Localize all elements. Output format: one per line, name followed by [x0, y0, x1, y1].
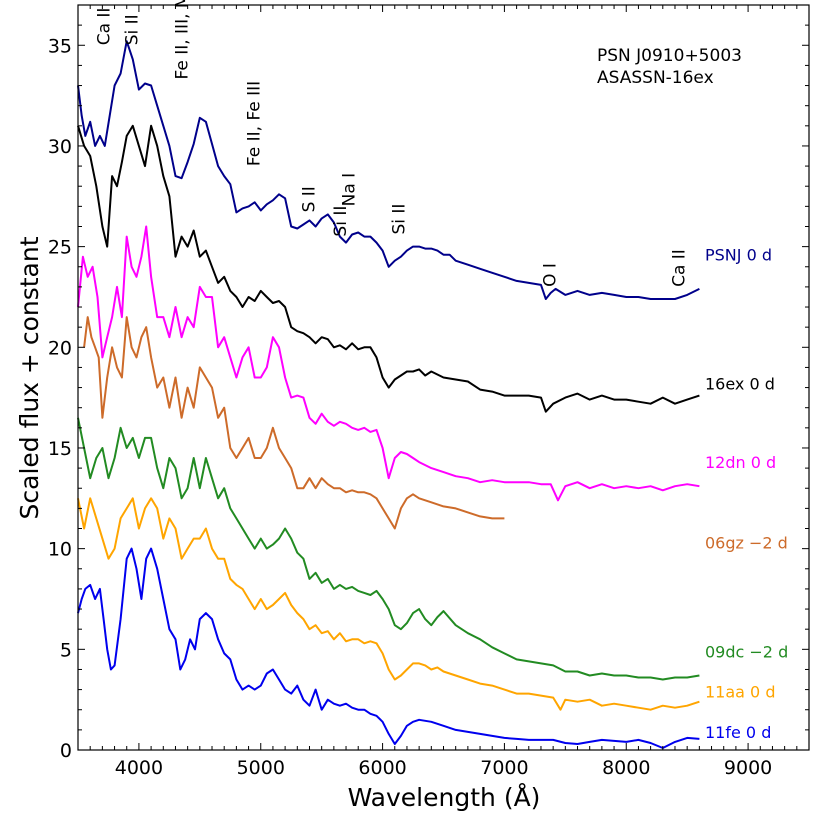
y-tick-label: 5 — [60, 639, 72, 661]
line-id-label: Fe II, Fe III — [245, 81, 265, 166]
text-layer: 4000 5000 6000 7000 8000 9000 0 5 10 15 20 25 30 35 Ca… — [48, 0, 788, 779]
series-label: 06gz −2 d — [705, 534, 788, 553]
y-tick-label: 25 — [48, 237, 72, 259]
series-line-11aa-0-d — [77, 497, 700, 711]
line-id-label: Si II — [123, 14, 143, 45]
y-tick-label: 15 — [48, 438, 72, 460]
y-tick-label: 10 — [48, 539, 72, 561]
info-box: PSN J0910+5003 ASASSN-16ex — [597, 46, 742, 88]
series-line-16ex-0-d — [77, 124, 700, 413]
info-line-alias: ASASSN-16ex — [597, 68, 714, 88]
tick-layer — [77, 4, 810, 751]
y-tick-label: 0 — [60, 740, 72, 762]
x-tick-label: 7000 — [480, 757, 528, 779]
x-tick-label: 4000 — [115, 757, 163, 779]
x-tick-label: 6000 — [358, 757, 406, 779]
y-axis-title: Scaled flux + constant — [15, 236, 44, 519]
line-id-label: O I — [541, 263, 561, 287]
series-line-09dc-2-d — [77, 417, 700, 681]
x-tick-label: 8000 — [602, 757, 650, 779]
line-id-label: Si II — [390, 204, 410, 235]
y-tick-label: 30 — [48, 136, 72, 158]
series-line-11fe-0-d — [77, 547, 700, 749]
series-label: 16ex 0 d — [705, 375, 775, 394]
y-tick-label: 35 — [48, 35, 72, 57]
x-axis-title: Wavelength (Å) — [348, 783, 541, 812]
line-id-label: Si II — [331, 206, 351, 237]
series-line-06gz-2-d — [83, 316, 505, 530]
series-label: 09dc −2 d — [705, 642, 788, 661]
info-line-object: PSN J0910+5003 — [597, 46, 742, 66]
line-id-label: S II — [299, 186, 319, 212]
x-tick-label: 5000 — [237, 757, 285, 779]
line-id-label: Na I — [340, 173, 360, 207]
line-id-label: Ca II — [670, 249, 690, 287]
x-tick-label: 9000 — [724, 757, 772, 779]
series-label: 12dn 0 d — [705, 453, 776, 472]
series-label: 11aa 0 d — [705, 683, 775, 702]
y-tick-label: 20 — [48, 337, 72, 359]
series-layer — [77, 40, 700, 749]
series-label: 11fe 0 d — [705, 723, 771, 742]
series-label: PSNJ 0 d — [705, 246, 772, 265]
series-line-psnj-0-d — [77, 40, 700, 300]
line-id-label: Fe II, III, Mg II — [173, 0, 193, 80]
series-line-12dn-0-d — [77, 225, 700, 502]
line-id-label: Ca II — [95, 8, 115, 46]
